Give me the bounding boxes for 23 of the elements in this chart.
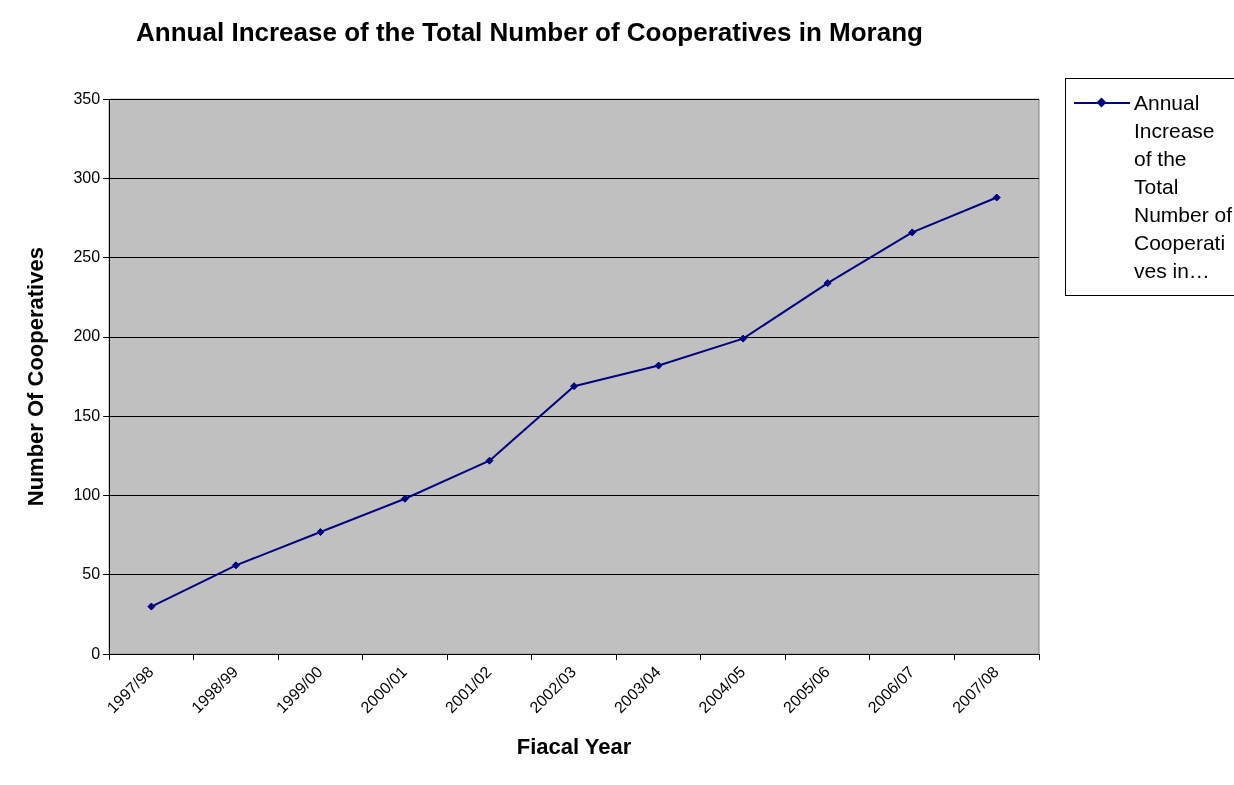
point [654,361,663,370]
y-tick-label: 200 [73,327,101,345]
point [739,334,748,343]
y-tick-label: 150 [73,406,101,424]
y-tick-label: 250 [73,248,101,266]
y-tick-label: 350 [73,89,101,107]
y-tick-label: 300 [73,168,101,186]
y-axis-title: Number Of Cooperatives [23,247,49,507]
point [992,193,1001,202]
legend-label: Annual Increase of the Total Number of Cooperatives in… [1134,90,1234,284]
point [400,494,409,503]
point [231,561,240,570]
point [908,228,917,237]
y-tick-label: 50 [82,565,101,583]
chart-title: Annual Increase of the Total Number of Cooperatives in Morang [136,16,923,47]
x-axis-title: Fiacal Year [516,733,632,759]
point [485,456,494,465]
y-tick-label: 0 [91,644,101,662]
point [823,279,832,288]
point [147,602,156,611]
y-tick-label: 100 [73,485,101,503]
point [570,382,579,391]
point [316,528,325,537]
